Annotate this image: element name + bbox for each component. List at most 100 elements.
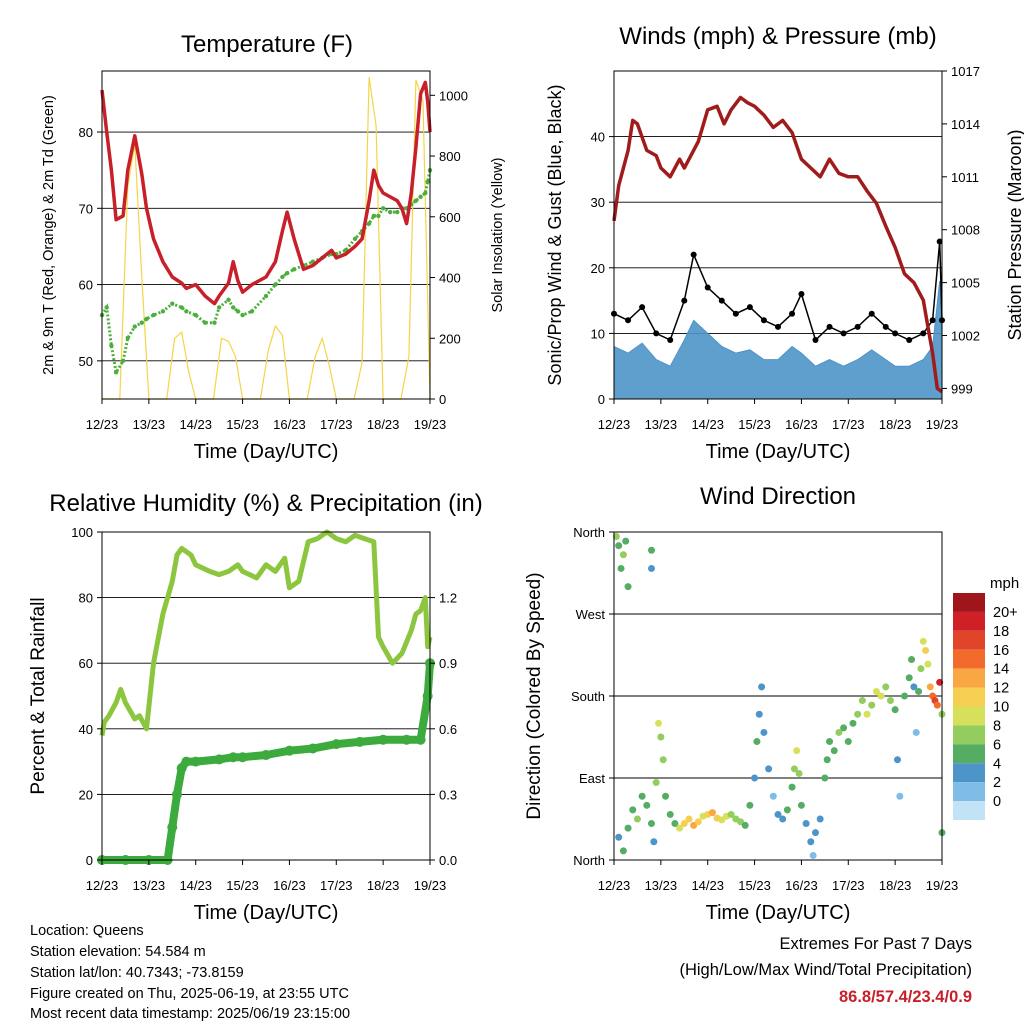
x-tick-label: 15/23 [226,878,259,893]
dewpoint-point [144,316,149,322]
direction-point [863,710,871,718]
dewpoint-point [273,282,278,287]
x-tick-label: 14/23 [179,417,212,432]
x-tick-label: 18/23 [367,878,400,893]
recent-data-text: Most recent data timestamp: 2025/06/19 2… [30,1006,351,1022]
y-tick-label: 80 [79,125,93,140]
direction-point [783,806,791,814]
direction-point [652,779,660,787]
y2-tick-label: 0.3 [439,787,457,802]
direction-point [741,821,749,829]
direction-point [936,678,944,686]
colorbar-label: 2 [993,775,1001,791]
x-tick-label: 16/23 [273,417,306,432]
direction-point [666,810,674,818]
y-tick-label: West [576,607,606,622]
x-tick-label: 17/23 [832,878,865,893]
temperature-plot-frame [101,70,431,400]
temperature-x-label: Time (Day/UTC) [194,441,339,463]
dewpoint-point [132,324,137,329]
direction-point [680,820,688,828]
dewpoint-point [179,305,184,310]
y-tick-label: 60 [79,656,93,671]
y-tick-label: 40 [79,722,93,737]
direction-point [912,728,920,736]
y2-tick-label: 800 [439,149,461,164]
x-tick-label: 12/23 [86,417,119,432]
direction-point [917,665,925,673]
direction-point [835,728,843,736]
humidity-y-label: Percent & Total Rainfall [28,597,49,794]
direction-point [753,738,761,746]
direction-point [882,683,890,691]
direction-point [840,724,848,732]
temperature-y2-label: Solar Insolation (Yellow) [490,157,506,312]
y-tick-label: 30 [591,195,605,210]
precipitation-point [422,691,433,701]
direction-point [790,765,798,773]
direction-point [872,687,880,695]
y-tick-label: 10 [591,326,605,341]
direction-point [797,801,805,809]
y-tick-label: East [579,771,605,786]
dewpoint-point [139,320,145,325]
gust-point [718,297,725,304]
gust-point [789,310,796,317]
direction-point [655,719,663,727]
direction-point [765,765,773,773]
y-tick-label: 80 [79,591,93,606]
precipitation-point [237,752,248,763]
dewpoint-point [113,370,119,375]
humidity-panel: Relative Humidity (%) & Precipitation (i… [28,490,483,924]
direction-point [647,546,655,554]
dewpoint-point [231,305,236,310]
y-tick-label: 50 [79,354,93,369]
gust-point [746,304,753,311]
dewpoint-point [380,206,386,211]
colorbar-label: 14 [993,662,1009,678]
direction-point [849,719,857,727]
gust-point [892,330,899,337]
x-tick-label: 16/23 [785,417,818,432]
x-tick-label: 19/23 [926,417,959,432]
colorbar-label: 10 [993,700,1009,716]
direction-point [821,774,829,782]
gust-point [812,336,819,343]
direction-point [758,683,766,691]
dewpoint-point [366,221,372,226]
gust-point [667,336,674,343]
dewpoint-point [170,301,175,306]
direction-point [826,738,834,746]
y2-tick-label: 1008 [951,223,980,238]
dewpoint-point [249,309,255,314]
x-tick-label: 14/23 [179,878,212,893]
gust-point [920,330,927,337]
dewpoint-point [202,320,208,325]
y-tick-label: 20 [79,787,93,802]
humidity-plot-frame [101,531,431,861]
winds-y2-label: Station Pressure (Maroon) [1005,129,1024,340]
x-tick-label: 16/23 [785,878,818,893]
x-tick-label: 12/23 [86,878,119,893]
y2-tick-label: 600 [439,210,461,225]
direction-point [779,815,787,823]
y-tick-label: 70 [79,201,93,216]
gust-point [639,304,646,311]
precipitation-point [415,734,426,745]
colorbar-label: 16 [993,643,1009,659]
y2-tick-label: 1017 [951,64,980,79]
direction-y-label: Direction (Colored By Speed) [524,572,545,819]
direction-point [694,818,702,826]
direction-point [908,656,916,664]
gust-point [704,284,711,291]
precipitation-point [190,756,201,767]
x-tick-label: 14/23 [691,878,724,893]
x-tick-label: 13/23 [645,417,678,432]
y2-tick-label: 1011 [951,170,979,185]
direction-point [612,533,620,541]
gust-point [775,323,781,330]
direction-point [854,710,862,718]
dewpoint-point [423,190,428,196]
colorbar-label: 6 [993,737,1001,753]
precipitation-point [307,743,318,754]
